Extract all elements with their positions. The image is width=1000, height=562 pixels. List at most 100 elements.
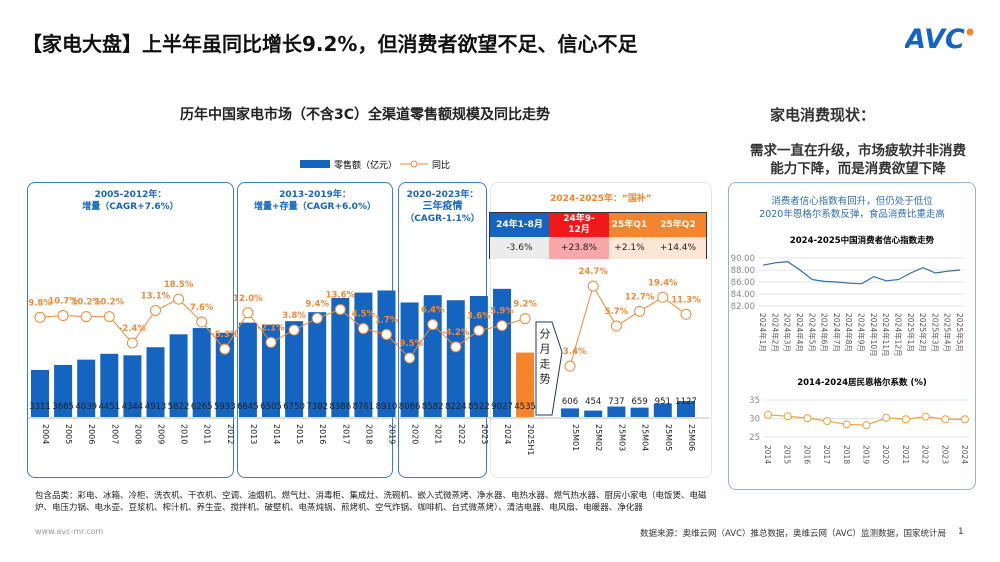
x-tick-label: 25M01 (571, 424, 580, 451)
x-tick-label: 2025年1月 (906, 313, 916, 352)
bar-value-label: 8224 (445, 402, 467, 412)
bar-25M05 (653, 403, 672, 417)
yoy-point (564, 360, 576, 372)
x-tick-label: 2024年10月 (869, 313, 879, 357)
yoy-label: 4.5% (352, 310, 376, 320)
bar-2011 (192, 328, 211, 417)
period-note: （CAGR-1.1%） (405, 214, 480, 224)
x-tick-label: 2022 (921, 445, 930, 464)
yoy-label: 9.4% (305, 299, 329, 309)
yoy-label: 11.3% (671, 295, 701, 305)
x-tick-label: 2024年7月 (832, 313, 842, 352)
x-tick-label: 2013 (249, 424, 258, 444)
x-tick-label: 2021 (434, 424, 443, 444)
period-box-2024-2025: 2024-2025年：“国补” (490, 182, 712, 478)
yoy-label: -4.2% (442, 328, 470, 338)
yoy-point (427, 319, 439, 331)
bar-25M03 (607, 406, 626, 417)
x-tick-label: 2024年8月 (844, 313, 854, 352)
bar-value-label: 5933 (214, 402, 236, 412)
table-cell: +14.4% (650, 237, 706, 259)
series-point (764, 410, 772, 419)
series-point (803, 414, 812, 423)
bar-2018 (354, 292, 373, 417)
bar-value-label: 6645 (237, 402, 259, 412)
yoy-label: 24.7% (578, 267, 608, 277)
chart-title: 历年中国家电市场（不含3C）全渠道零售额规模及同比走势 (179, 107, 550, 123)
yoy-label: 13.6% (326, 290, 356, 300)
yoy-point (519, 313, 531, 325)
x-tick-label: 2006 (87, 424, 96, 444)
yoy-point (657, 291, 669, 303)
bar-value-label: 3665 (52, 402, 74, 412)
bar-2015 (285, 321, 304, 417)
x-tick-label: 2024年3月 (783, 313, 793, 352)
bar-2007 (100, 353, 119, 417)
x-tick-label: 2014 (763, 445, 772, 464)
bar-25M06 (677, 400, 695, 417)
bar-2014 (262, 324, 280, 417)
bar-2023 (469, 295, 488, 417)
data-source: 数据来源：奥维云网（AVC）推总数据，奥维云网（AVC）监测数据，国家统计局 (640, 529, 947, 539)
x-tick-label: 2020 (411, 424, 420, 444)
yoy-point (150, 304, 161, 316)
yoy-label: 5.9% (490, 307, 514, 317)
bar-value-label: 8066 (399, 402, 421, 412)
yoy-label: 5.7% (605, 307, 629, 317)
bar-value-label: 951 (655, 397, 671, 407)
yoy-line (39, 298, 526, 359)
x-tick-label: 2025年5月 (955, 313, 965, 352)
yoy-point (610, 320, 622, 332)
yoy-label: -2.4% (119, 324, 147, 334)
bar-value-label: 606 (562, 397, 578, 407)
bar-value-label: 8910 (376, 402, 398, 412)
x-tick-label: 2024年11月 (881, 313, 891, 357)
bar-value-label: 8761 (353, 402, 375, 412)
series-point (941, 415, 950, 424)
bar-value-label: 6505 (260, 402, 282, 412)
x-tick-label: 2009 (157, 424, 166, 444)
yoy-label: 19.4% (648, 278, 678, 288)
bar-2005 (54, 364, 73, 417)
bar-value-label: 4039 (75, 402, 97, 412)
yoy-point (473, 324, 485, 336)
bar-2009 (146, 347, 165, 417)
bar-2013 (238, 322, 257, 417)
bar-value-label: 6265 (191, 402, 213, 412)
x-tick-label: 2025年2月 (918, 313, 928, 352)
right-note1: 消费者信心指数有回升，但仍处于低位 (771, 196, 933, 207)
x-tick-label: 2024年12月 (893, 313, 903, 357)
bar-value-label: 4913 (145, 402, 167, 412)
period-title: 2013-2019年： (279, 190, 351, 200)
x-tick-label: 2019 (862, 445, 871, 464)
yoy-label: -5.3% (211, 330, 239, 340)
yoy-point (57, 310, 69, 322)
yoy-point (265, 336, 277, 348)
series-point (842, 420, 851, 429)
bar-value-label: 8582 (422, 402, 444, 412)
table-cell: -3.6% (490, 237, 549, 259)
bar-value-label: 4451 (98, 402, 120, 412)
monthly-callout-arrow (535, 321, 563, 416)
bar-value-label: 4535 (514, 402, 536, 412)
bar-2004 (31, 369, 49, 417)
bar-value-label: 8522 (468, 402, 490, 412)
yoy-label: 12.7% (625, 292, 655, 302)
x-tick-label: 2018 (364, 424, 373, 444)
yoy-label: 6.4% (421, 306, 445, 316)
x-tick-label: 2024 (503, 424, 512, 444)
yoy-point (288, 324, 300, 336)
bar-value-label: 659 (631, 397, 647, 407)
legend-line-marker (410, 160, 418, 168)
bar-value-label: 4344 (122, 402, 144, 412)
yoy-point (587, 280, 599, 292)
x-tick-label: 2025年4月 (943, 313, 953, 352)
legend-line-label: 同比 (432, 159, 450, 171)
x-tick-label: 2017 (341, 424, 350, 444)
period-subtitle: 增量+存量（CAGR+6.0%） (254, 202, 376, 212)
x-tick-label: 2022 (457, 424, 466, 444)
website-url[interactable]: www.avc-mr.com (35, 527, 104, 536)
yoy-label: 13.1% (141, 291, 171, 301)
x-tick-label: 2025年3月 (930, 313, 940, 352)
x-tick-label: 2024年2月 (770, 313, 780, 352)
